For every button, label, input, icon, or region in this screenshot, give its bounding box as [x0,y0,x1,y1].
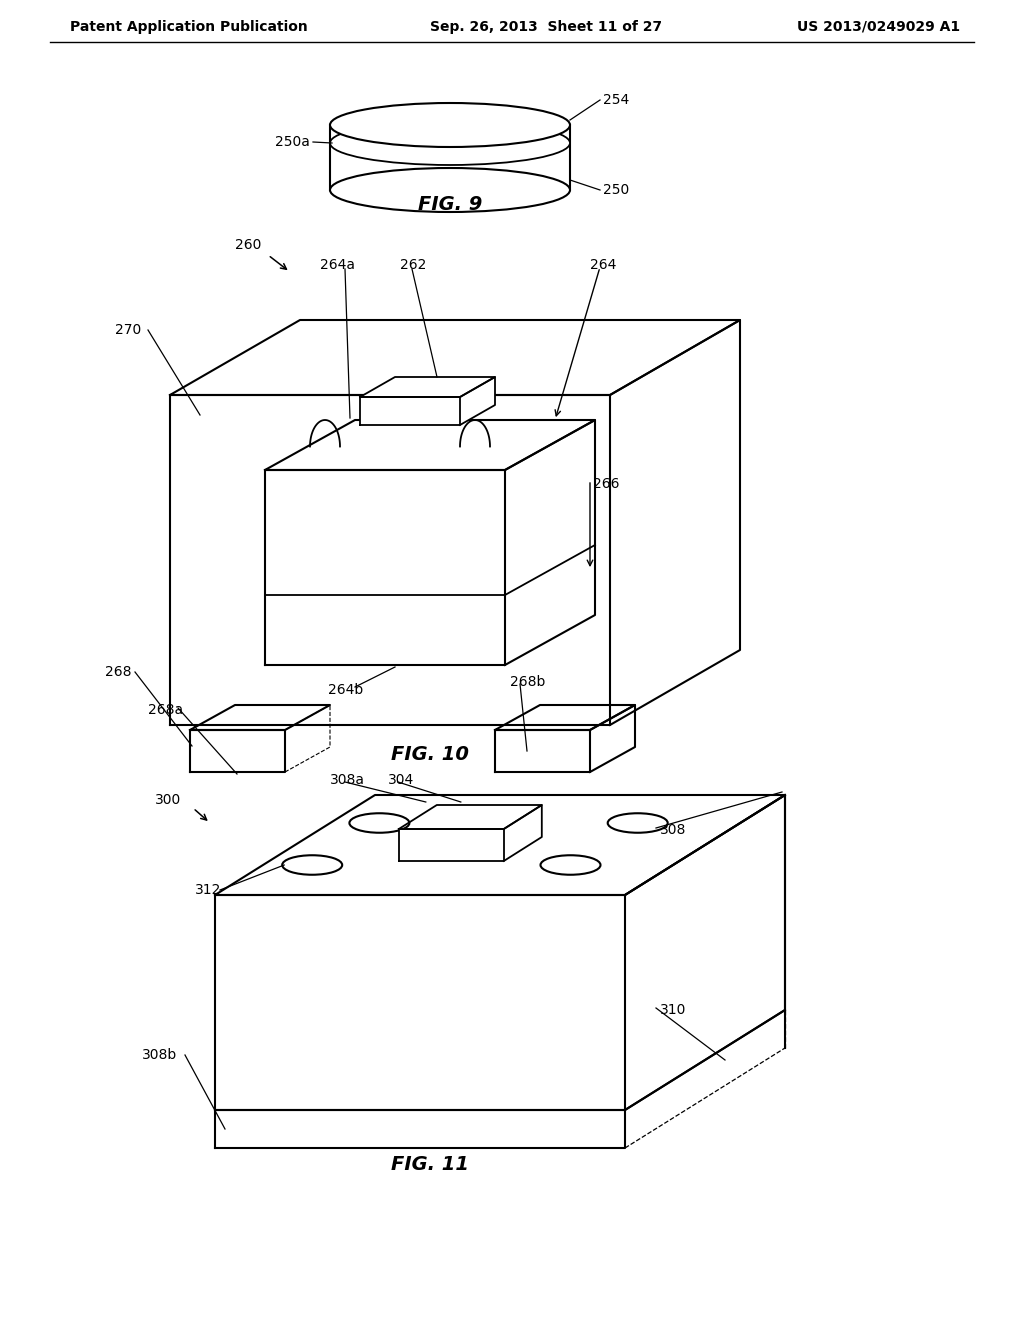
Polygon shape [215,1110,625,1148]
Text: 262: 262 [400,257,426,272]
Polygon shape [495,730,590,772]
Text: 264b: 264b [328,682,364,697]
Polygon shape [330,125,570,190]
Text: 260: 260 [234,238,261,252]
Polygon shape [215,795,785,895]
Polygon shape [505,420,595,665]
Text: 268b: 268b [510,675,546,689]
Text: 264: 264 [590,257,616,272]
Text: 250: 250 [603,183,630,197]
Text: 254: 254 [603,92,630,107]
Ellipse shape [330,121,570,165]
Polygon shape [610,319,740,725]
Polygon shape [265,420,595,470]
Polygon shape [495,705,635,730]
Polygon shape [625,795,785,1110]
Ellipse shape [283,855,342,875]
Text: FIG. 10: FIG. 10 [391,746,469,764]
Polygon shape [625,1010,785,1148]
Text: 266: 266 [593,477,620,491]
Polygon shape [190,730,285,772]
Text: 300: 300 [155,793,181,807]
Text: 270: 270 [115,323,141,337]
Text: 304: 304 [388,774,415,787]
Text: Patent Application Publication: Patent Application Publication [70,20,308,34]
Polygon shape [190,705,330,730]
Text: 268a: 268a [148,704,183,717]
Text: FIG. 11: FIG. 11 [391,1155,469,1175]
Polygon shape [360,378,495,397]
Text: US 2013/0249029 A1: US 2013/0249029 A1 [797,20,961,34]
Text: 308b: 308b [142,1048,177,1063]
Polygon shape [170,319,740,395]
Text: Sep. 26, 2013  Sheet 11 of 27: Sep. 26, 2013 Sheet 11 of 27 [430,20,663,34]
Text: 250a: 250a [275,135,310,149]
Text: 308: 308 [660,822,686,837]
Ellipse shape [330,168,570,213]
Text: FIG. 9: FIG. 9 [418,195,482,214]
Ellipse shape [541,855,600,875]
Polygon shape [398,829,504,861]
Ellipse shape [330,103,570,147]
Text: 308a: 308a [330,774,365,787]
Polygon shape [460,378,495,425]
Text: 268: 268 [105,665,131,678]
Polygon shape [360,397,460,425]
Ellipse shape [607,813,668,833]
Text: 310: 310 [660,1003,686,1016]
Text: 312: 312 [195,883,221,898]
Polygon shape [265,470,505,665]
Polygon shape [215,895,625,1110]
Ellipse shape [349,813,410,833]
Text: 264a: 264a [319,257,355,272]
Polygon shape [170,395,610,725]
